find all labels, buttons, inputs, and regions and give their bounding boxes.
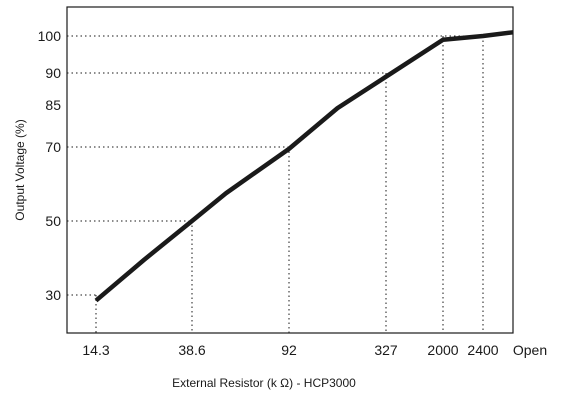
tick-labels: 30 50 70 85 90 100 14.3 38.6 92 327 2000 2400 Open (38, 28, 547, 358)
y-tick-label: 100 (38, 28, 62, 44)
x-tick-label: 92 (281, 342, 297, 358)
y-tick-label: 50 (45, 213, 61, 229)
series-line (94, 30, 514, 303)
plot-frame (66, 6, 514, 334)
x-axis-title: External Resistor (k Ω) - HCP3000 (172, 376, 356, 390)
y-axis-title: Output Voltage (%) (13, 119, 27, 220)
y-tick-label: 30 (45, 287, 61, 303)
x-tick-label: 2400 (467, 342, 498, 358)
x-tick-label: 2000 (427, 342, 458, 358)
y-tick-label: 70 (45, 139, 61, 155)
x-tick-label: 327 (374, 342, 398, 358)
y-tick-label: 85 (45, 97, 61, 113)
y-tick-label: 90 (45, 65, 61, 81)
x-tick-label: 14.3 (82, 342, 109, 358)
series-lines (94, 30, 514, 303)
guide-lines (67, 35, 484, 333)
x-tick-label: Open (513, 342, 547, 358)
x-tick-label: 38.6 (178, 342, 205, 358)
